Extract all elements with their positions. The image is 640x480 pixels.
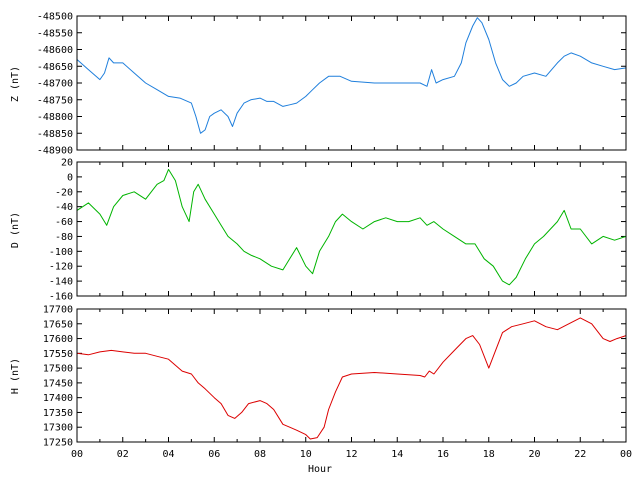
panel-h-ytick-label: 17350	[43, 408, 73, 419]
panel-h-ytick-label: 17300	[43, 423, 73, 434]
panel-d-frame	[76, 161, 627, 297]
panel-d-series-line	[76, 168, 627, 286]
panel-h-series-line	[76, 317, 627, 440]
panel-d: D (nT) 20 0 -20 -40 -60 -80 -100 -120 -140 -160	[10, 158, 627, 303]
x-tick-label: 20	[528, 449, 540, 460]
panel-d-ytick-label: -100	[49, 247, 73, 258]
panel-h-ytick-label: 17400	[43, 393, 73, 404]
panel-d-ylabel-text: D (nT)	[10, 212, 21, 248]
panel-z-yticks: -48500 -48550 -48600 -48650 -48700 -48750 -488…	[37, 12, 626, 157]
panel-z-ytick-label: -48900	[37, 146, 73, 157]
panel-h-ylabel: H (nT)	[10, 358, 21, 394]
x-tick-label: 18	[483, 449, 495, 460]
x-tick-label: 16	[437, 449, 449, 460]
panel-z-ytick-label: -48550	[37, 28, 73, 39]
panel-h-yticks: 17700 17650 17600 17550 17500 17450 17400 17350…	[43, 305, 626, 449]
panel-d-ytick-label: -40	[55, 202, 73, 213]
panel-h: H (nT) 17700 17650 17600 17550 17500 17450 174…	[10, 305, 627, 449]
x-tick-label: 00	[620, 449, 632, 460]
panel-d-ytick-label: -80	[55, 232, 73, 243]
x-tick-label: 08	[254, 449, 266, 460]
panel-d-yticks: 20 0 -20 -40 -60 -80 -100 -120 -140 -160	[49, 158, 626, 303]
x-tick-label: 00	[71, 449, 83, 460]
x-tick-label: 10	[300, 449, 312, 460]
x-tick-label: 12	[345, 449, 357, 460]
panel-d-ylabel: D (nT)	[10, 212, 21, 248]
panel-h-ytick-label: 17550	[43, 349, 73, 360]
panel-h-ylabel-text: H (nT)	[10, 358, 21, 394]
panel-d-ytick-label: -140	[49, 277, 73, 288]
panel-h-ytick-label: 17250	[43, 438, 73, 449]
panel-z-series-line	[76, 17, 627, 134]
panel-d-ytick-label: 0	[67, 172, 73, 183]
panel-h-frame	[76, 308, 627, 443]
panel-z-ytick-label: -48750	[37, 95, 73, 106]
panel-z-ytick-label: -48600	[37, 45, 73, 56]
panel-z-ytick-label: -48650	[37, 62, 73, 73]
panel-z-ytick-label: -48700	[37, 79, 73, 90]
panel-h-ytick-label: 17700	[43, 305, 73, 316]
panel-d-ytick-label: -20	[55, 187, 73, 198]
panel-h-ytick-label: 17600	[43, 334, 73, 345]
x-tick-label: 14	[391, 449, 403, 460]
panel-h-ytick-label: 17500	[43, 364, 73, 375]
panel-z: Z (nT) -48500-48550-48600-48650-48700-48…	[10, 12, 627, 157]
panel-z-ytick-label: -48850	[37, 129, 73, 140]
panel-z-frame	[76, 15, 627, 151]
panel-h-xticks	[76, 309, 627, 442]
panel-d-ytick-label: -160	[49, 292, 73, 303]
panel-d-ytick-label: -60	[55, 217, 73, 228]
x-axis-label: Hour	[308, 464, 332, 475]
panel-d-ytick-label: 20	[61, 158, 73, 169]
panel-z-ytick-label: -48800	[37, 112, 73, 123]
panel-z-xticks	[76, 16, 627, 150]
panel-z-ylabel: Z (nT)	[10, 66, 21, 102]
x-tick-label: 02	[117, 449, 129, 460]
panel-z-ylabel-text: Z (nT)	[10, 66, 21, 102]
panel-z-ytick-label: -48500	[37, 12, 73, 23]
x-tick-labels: 00 02 04 06 08 10 12 14 16 18 20 22 00	[71, 449, 632, 460]
x-tick-label: 06	[208, 449, 220, 460]
panel-d-ytick-label: -120	[49, 262, 73, 273]
panel-h-ytick-label: 17450	[43, 378, 73, 389]
panel-h-ytick-label: 17650	[43, 319, 73, 330]
x-tick-label: 04	[162, 449, 174, 460]
panel-d-xticks	[76, 162, 627, 296]
x-tick-label: 22	[574, 449, 586, 460]
